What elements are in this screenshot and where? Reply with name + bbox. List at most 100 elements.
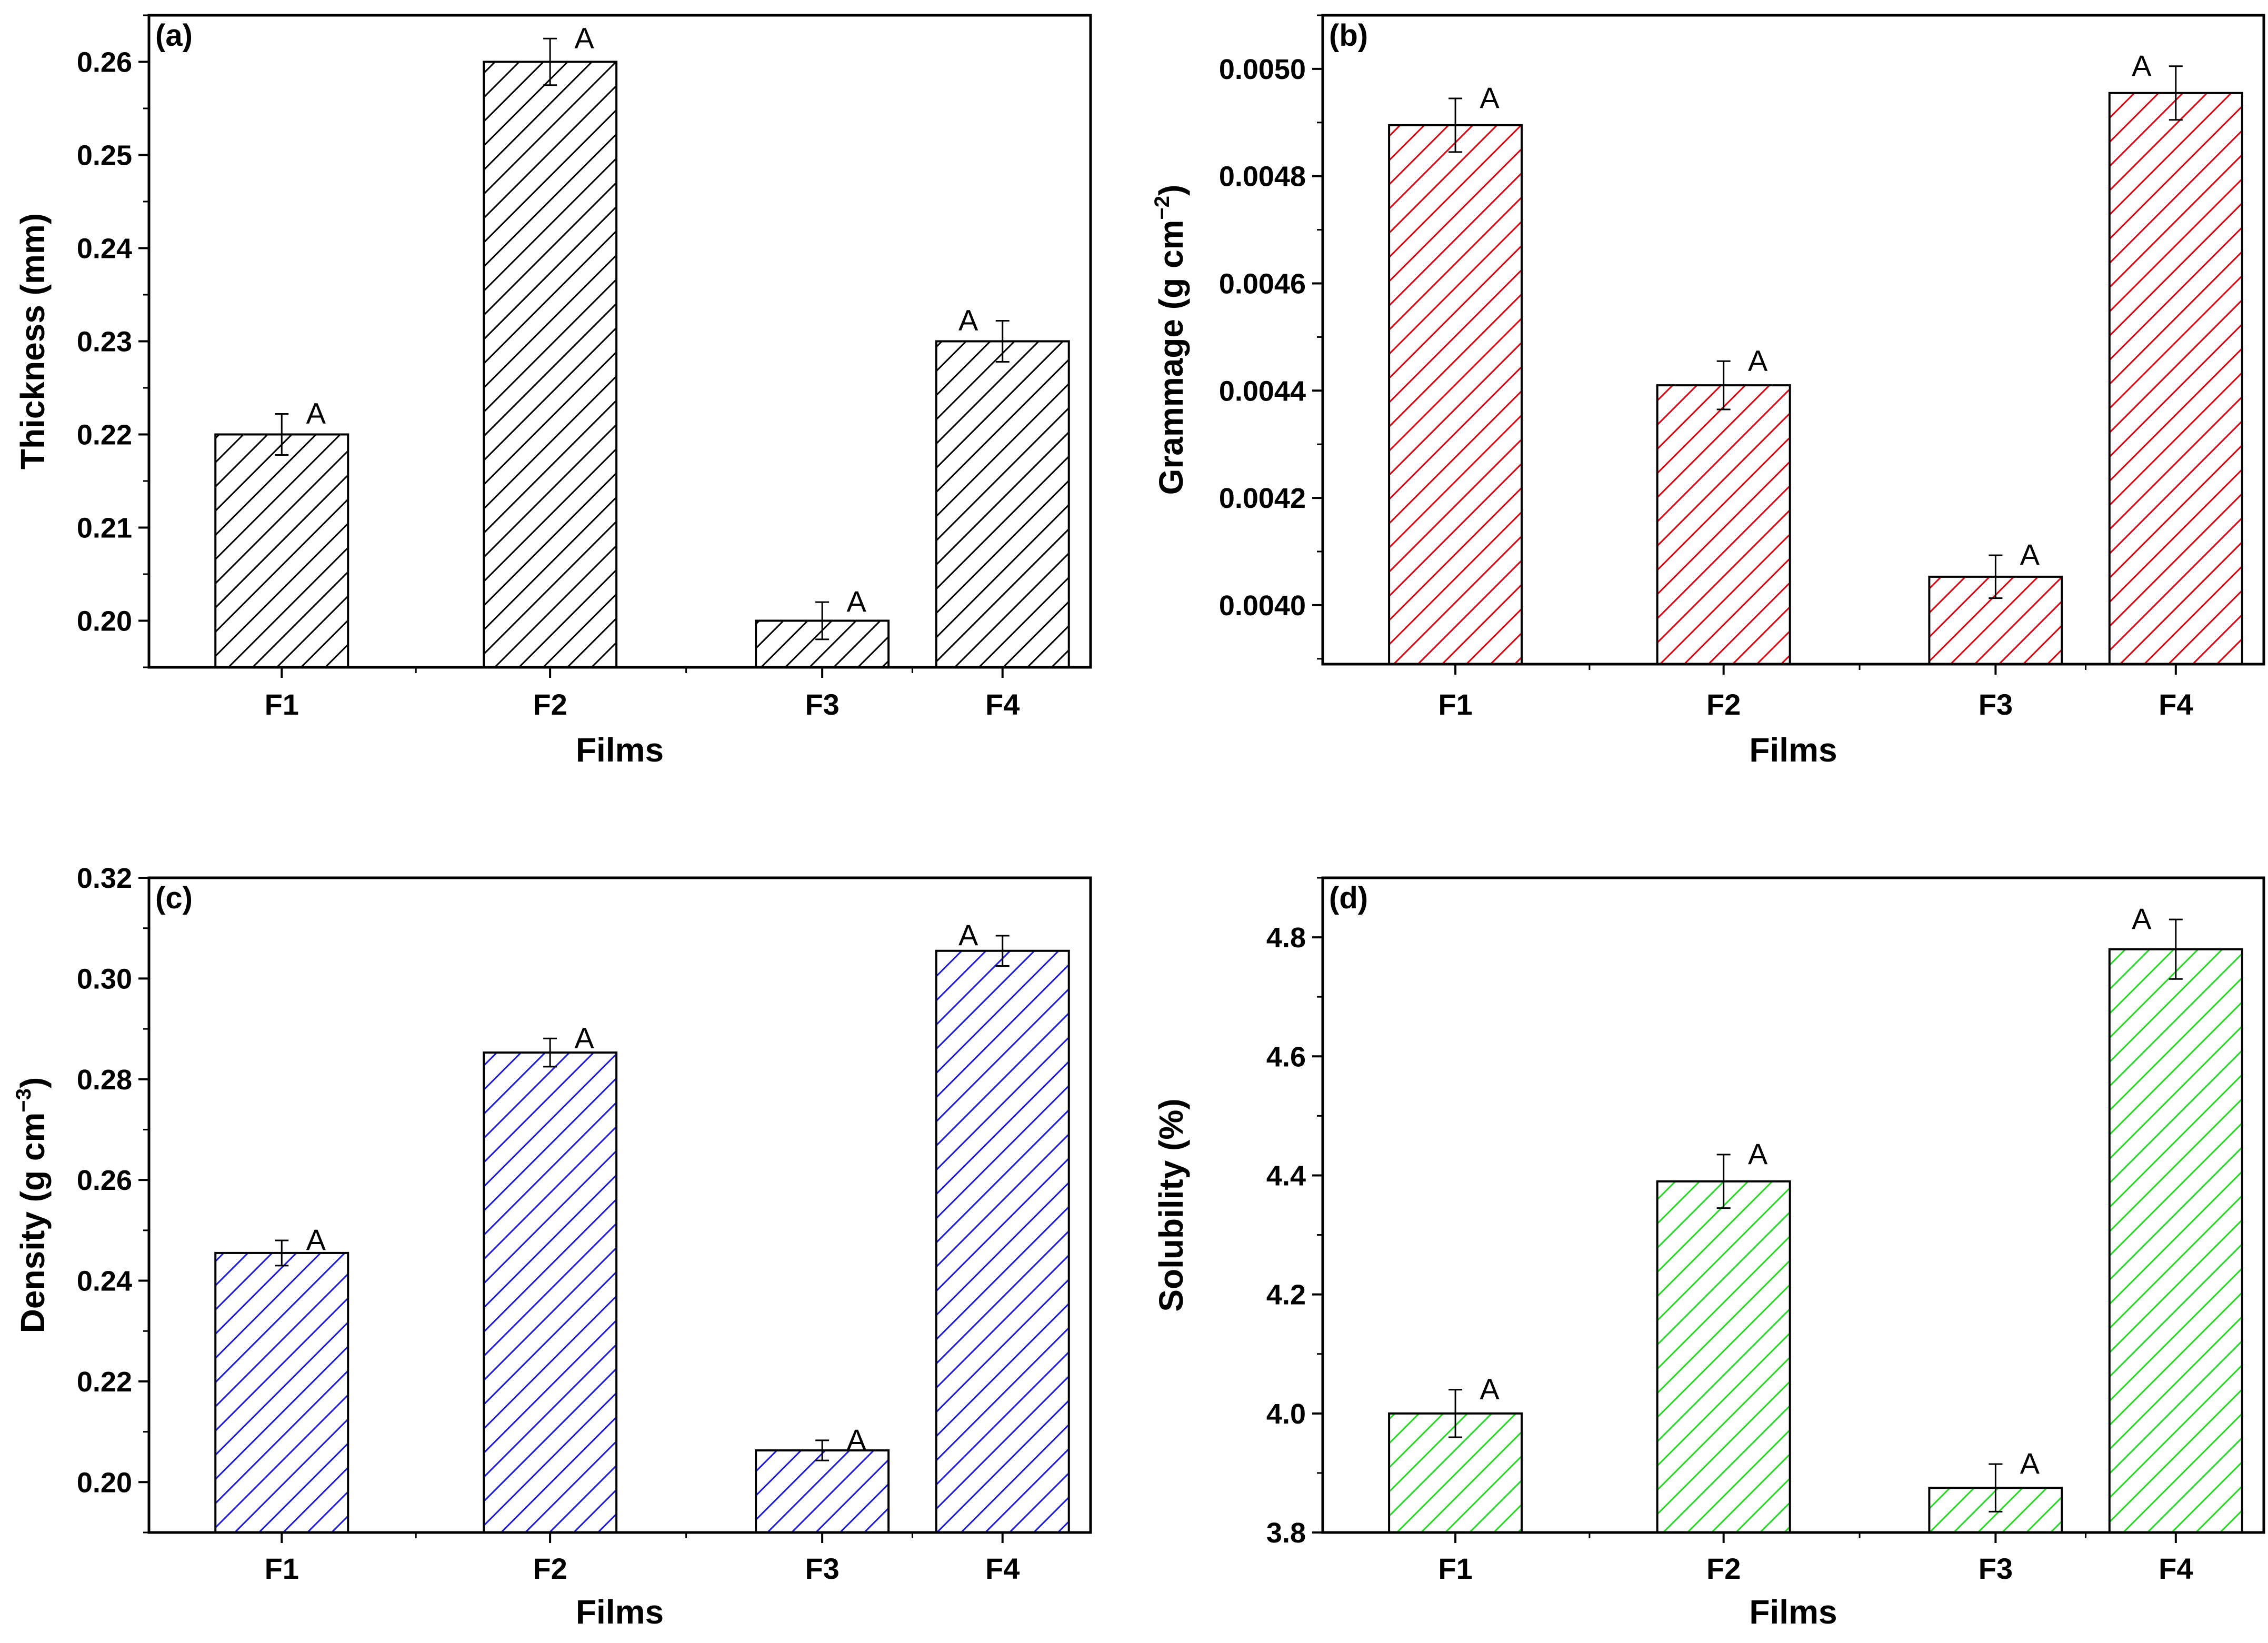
y-tick-label: 0.21 (77, 513, 132, 544)
x-tick-label-f4: F4 (985, 688, 1020, 721)
x-tick-label-f3: F3 (805, 1552, 839, 1585)
x-tick-label-f3: F3 (805, 688, 839, 721)
error-bar-f4 (2169, 918, 2183, 980)
panel-label: (a) (155, 18, 193, 53)
error-bar-f4 (2169, 65, 2183, 121)
significance-label-f4: A (958, 304, 978, 337)
chart-panel-a: A A A A 0.20 0.21 0.22 0.23 0.24 0.25 0.26 F1 F2 F3 F4… (14, 14, 1092, 769)
chart-panel-c: A A A A 0.20 0.22 0.24 0.26 0.28 0.30 0.32 F1 F2 F3 F4… (12, 863, 1092, 1631)
x-axis-title: Films (1749, 731, 1837, 769)
y-tick-label: 0.25 (77, 140, 132, 172)
y-tick-label: 4.0 (1266, 1398, 1306, 1430)
y-tick-label: 0.22 (77, 419, 132, 451)
x-tick-label-f3: F3 (1979, 688, 2013, 721)
significance-label-f3: A (2020, 538, 2040, 571)
y-tick-label: 4.4 (1266, 1160, 1306, 1191)
y-tick-label: 0.28 (77, 1064, 132, 1096)
chart-panel-b: A A A A 0.0040 0.0042 0.0044 0.0046 0.0048 0.0050… (1151, 14, 2265, 769)
error-bar-f4 (995, 935, 1010, 967)
x-axis-title: Films (1749, 1593, 1837, 1631)
bar-f2 (484, 1053, 617, 1532)
y-tick-label: 0.26 (77, 47, 132, 78)
y-tick-label: 0.0048 (1219, 161, 1306, 193)
y-tick-label: 4.8 (1266, 922, 1306, 954)
y-tick-label: 4.2 (1266, 1279, 1306, 1311)
y-axis-title-superscript: −3 (12, 1088, 35, 1113)
error-bar-f1 (275, 1239, 289, 1267)
error-bar-f1 (1448, 1389, 1463, 1438)
bar-f1 (215, 1253, 348, 1532)
y-tick-label: 0.0046 (1219, 268, 1306, 300)
x-tick-label-f2: F2 (1706, 688, 1741, 721)
x-tick-label-f1: F1 (1438, 688, 1472, 721)
x-tick-label-f4: F4 (985, 1552, 1020, 1585)
y-axis-title: Thickness (mm) (14, 213, 52, 469)
significance-label-f1: A (1480, 1372, 1500, 1406)
significance-label-f1: A (306, 1223, 326, 1256)
plot-frame (147, 876, 1092, 1534)
y-tick-label: 4.6 (1266, 1041, 1306, 1073)
significance-label-f2: A (1748, 344, 1768, 377)
panel-label: (b) (1329, 18, 1368, 53)
y-tick-label: 0.23 (77, 326, 132, 358)
bar-f4 (936, 950, 1069, 1532)
significance-label-f4: A (2132, 902, 2152, 935)
error-bar-f2 (543, 37, 557, 86)
significance-label-f1: A (1480, 81, 1500, 114)
y-axis-title-text: Grammage (g cm (1152, 220, 1190, 495)
error-bar-f4 (995, 320, 1010, 363)
y-axis-title-text: Thickness (mm) (14, 213, 52, 469)
x-tick-label-f4: F4 (2159, 1552, 2193, 1585)
significance-label-f1: A (306, 397, 326, 430)
x-tick-label-f2: F2 (1706, 1552, 1741, 1585)
error-bar-f1 (1448, 97, 1463, 153)
bar-f2 (1657, 1181, 1790, 1532)
error-bar-f3 (1989, 1463, 2003, 1512)
y-axis-title-end: ) (14, 1077, 52, 1088)
bar-f4 (2109, 93, 2242, 664)
y-tick-label: 0.32 (77, 863, 132, 894)
y-axis-title: Solubility (%) (1152, 1098, 1190, 1311)
error-bar-f3 (1989, 554, 2003, 599)
significance-label-f3: A (846, 1423, 866, 1456)
bar-f4 (936, 341, 1069, 667)
y-tick-label: 0.24 (77, 233, 132, 265)
x-tick-label-f1: F1 (265, 1552, 299, 1585)
bar-f1 (1389, 125, 1522, 664)
y-tick-label: 3.8 (1266, 1517, 1306, 1549)
y-axis-title-text: Solubility (%) (1152, 1098, 1190, 1311)
x-tick-label-f3: F3 (1979, 1552, 2013, 1585)
y-axis-title: Density (g cm−3) (12, 1077, 52, 1334)
panel-label: (d) (1329, 881, 1368, 915)
x-tick-label-f1: F1 (1438, 1552, 1472, 1585)
y-axis-title-text: Density (g cm (14, 1113, 52, 1334)
y-tick-label: 0.30 (77, 963, 132, 995)
error-bar-f2 (1716, 360, 1731, 410)
significance-label-f3: A (2020, 1447, 2040, 1480)
chart-panel-d: A A A A 3.8 4.0 4.2 4.4 4.6 4.8 F1 F2 F3 F4 Films Solub… (1152, 876, 2265, 1631)
bar-f1 (215, 434, 348, 667)
y-axis-title-end: ) (1152, 185, 1190, 196)
bar-f3 (756, 1450, 889, 1532)
significance-label-f4: A (2132, 49, 2152, 82)
error-bar-f3 (815, 1439, 830, 1461)
y-tick-label: 0.26 (77, 1165, 132, 1196)
significance-label-f2: A (574, 21, 594, 54)
error-bar-f1 (275, 413, 289, 456)
y-tick-label: 0.20 (77, 606, 132, 637)
significance-label-f3: A (846, 585, 866, 618)
panel-label: (c) (155, 881, 193, 915)
significance-label-f4: A (958, 918, 978, 951)
x-axis-title: Films (576, 1593, 664, 1631)
significance-label-f2: A (574, 1021, 594, 1054)
y-tick-label: 0.0042 (1219, 483, 1306, 514)
y-tick-label: 0.0050 (1219, 54, 1306, 85)
x-tick-label-f4: F4 (2159, 688, 2193, 721)
y-axis-title-superscript: −2 (1151, 196, 1174, 220)
y-tick-label: 0.20 (77, 1467, 132, 1498)
x-tick-label-f1: F1 (265, 688, 299, 721)
x-tick-label-f2: F2 (533, 1552, 567, 1585)
x-axis-title: Films (576, 731, 664, 769)
plot-frame (1321, 876, 2265, 1534)
